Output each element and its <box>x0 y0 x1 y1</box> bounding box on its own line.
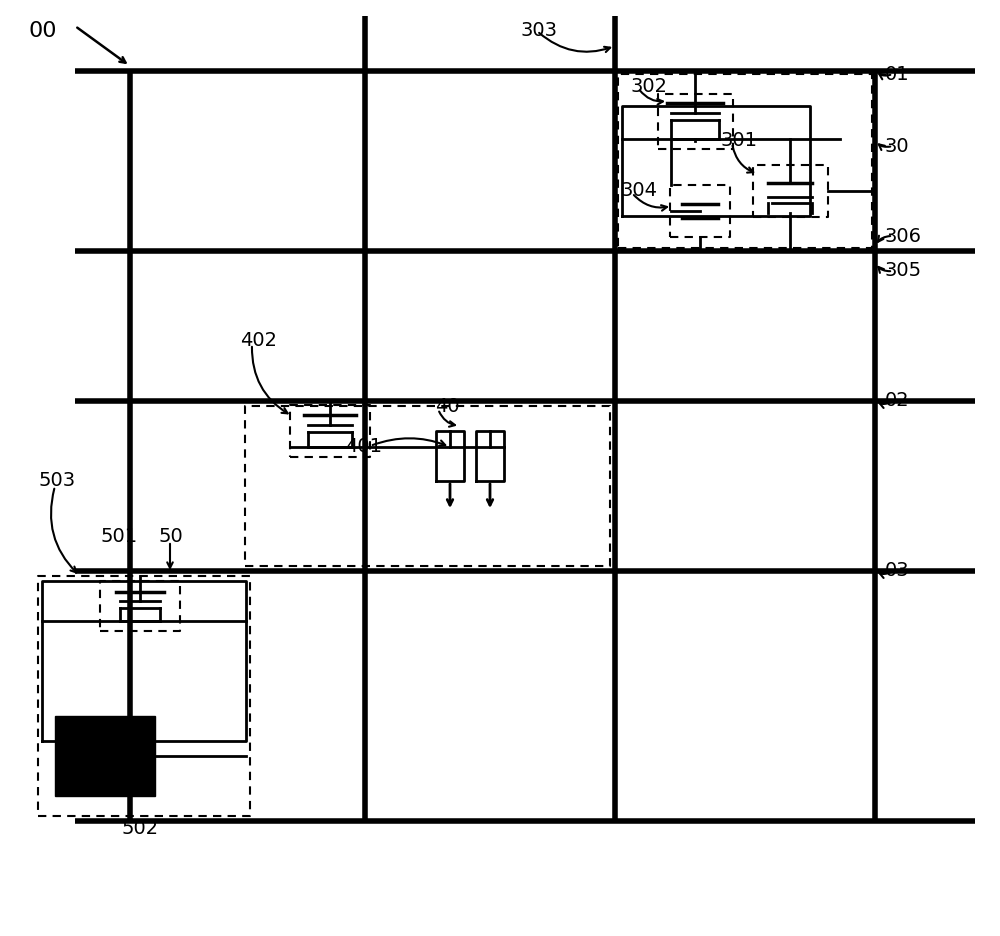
Text: 302: 302 <box>630 77 667 95</box>
Text: 401: 401 <box>345 436 382 456</box>
Text: 301: 301 <box>720 131 757 151</box>
Text: 503: 503 <box>38 472 75 490</box>
Text: 01: 01 <box>885 65 910 83</box>
Text: 03: 03 <box>885 562 910 580</box>
Text: 502: 502 <box>121 818 159 838</box>
Text: 02: 02 <box>885 391 910 411</box>
Text: 304: 304 <box>620 182 657 200</box>
Text: 40: 40 <box>435 397 460 416</box>
Text: 00: 00 <box>28 21 56 41</box>
Text: 501: 501 <box>100 526 137 546</box>
Text: 305: 305 <box>885 261 922 281</box>
Text: 402: 402 <box>240 331 277 350</box>
Text: 50: 50 <box>158 526 183 546</box>
Text: 303: 303 <box>520 22 557 40</box>
Text: 30: 30 <box>885 137 910 155</box>
Bar <box>55 716 155 796</box>
Text: 306: 306 <box>885 227 922 245</box>
